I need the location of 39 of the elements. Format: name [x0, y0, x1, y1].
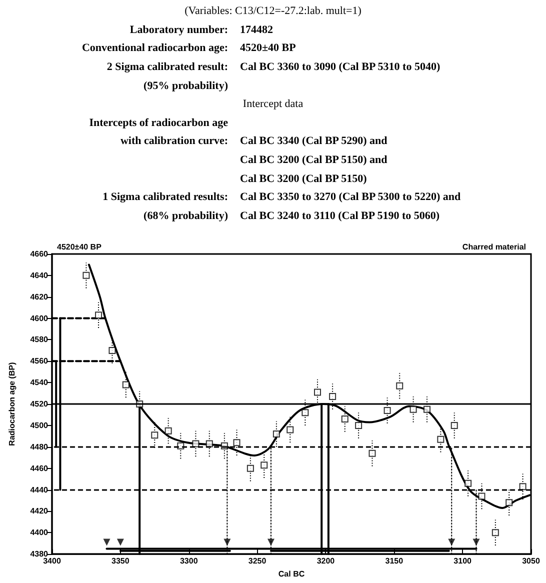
- y-tick-label: 4620: [30, 292, 49, 302]
- x-tick-label: 3200: [316, 556, 336, 566]
- x-tick-label: 3350: [112, 556, 130, 566]
- text: Laboratory number: 174482: [128, 24, 273, 36]
- text: with calibration curve: Cal BC 3340 (Cal BP 5290) and: [119, 135, 388, 148]
- chart-subtitle: Charred material: [462, 242, 526, 252]
- text: Cal BC 3200 (Cal BP 5150) and: [240, 154, 388, 166]
- y-tick-label: 4440: [30, 485, 49, 494]
- y-tick-label: 4460: [30, 464, 49, 473]
- chart-title: 4520±40 BP: [57, 242, 102, 252]
- y-tick-label: 4660: [30, 250, 49, 258]
- y-tick-label: 4640: [30, 270, 49, 280]
- y-tick-label: 4540: [30, 378, 49, 388]
- y-tick-label: 4580: [30, 335, 49, 344]
- x-tick-label: 3050: [522, 556, 540, 566]
- y-tick-label: 4480: [30, 442, 49, 452]
- text: 2 Sigma calibrated result: Cal BC 3360 to 3090 (Cal BP 5310 to 5040): [106, 61, 440, 74]
- y-tick-label: 4420: [30, 506, 49, 516]
- text: Conventional radiocarbon age: 4520±40 BP: [80, 42, 296, 54]
- x-tick-label: 3300: [180, 556, 198, 566]
- text: (95% probability): [142, 80, 229, 92]
- x-tick-label: 3250: [248, 556, 267, 566]
- y-tick-label: 4600: [30, 314, 49, 323]
- y-tick-label: 4380: [30, 550, 49, 559]
- x-tick-label: 3100: [454, 556, 472, 566]
- text: (68% probability) Cal BC 3240 to 3110 (Cal BP 5190 to 5060): [142, 210, 440, 222]
- y-tick-label: 4500: [30, 420, 49, 430]
- x-axis-title: Cal BC: [278, 570, 305, 578]
- text: Intercept data: [242, 98, 304, 110]
- x-tick-label: 3150: [385, 556, 404, 566]
- y-axis-title: Radiocarbon age (BP): [8, 362, 16, 446]
- text: Intercepts of radiocarbon age: [88, 116, 229, 129]
- y-tick-label: 4520: [30, 400, 49, 409]
- text: Cal BC 3200 (Cal BP 5150): [240, 172, 367, 185]
- y-tick-label: 4560: [30, 356, 49, 366]
- text: 1 Sigma calibrated results: Cal BC 3350 to 3270 (Cal BP 5300 to 5220) and: [102, 191, 461, 204]
- text: (Variables: C13/C12=-27.2:lab. mult=1): [184, 5, 362, 18]
- y-tick-label: 4400: [30, 528, 49, 538]
- x-tick-label: 3400: [43, 556, 62, 566]
